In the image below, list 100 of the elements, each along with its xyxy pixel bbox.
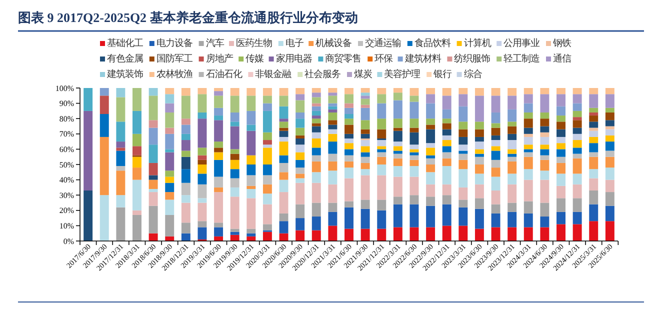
bar [508,174,517,184]
bar [491,176,500,191]
bar [100,195,109,241]
bar [589,204,598,222]
bar [328,124,338,130]
bar [491,168,500,177]
bar [360,98,370,105]
bar [458,187,468,200]
bar [508,140,517,150]
bar [556,224,566,241]
legend-label: 石油石化 [206,69,242,80]
bar [393,176,402,197]
bar [165,176,174,183]
bar [605,126,614,130]
bar [572,140,582,148]
bar [312,155,321,162]
bar [393,142,402,146]
bar [458,88,468,94]
bar [214,120,224,142]
bar [148,175,158,180]
bar [605,221,614,241]
bar [458,169,468,188]
legend-label: 社会服务 [304,69,341,80]
bar [377,146,386,150]
bar [524,227,533,241]
bar [556,149,566,157]
bar [524,149,533,152]
bar [148,128,158,145]
bar [540,227,550,241]
bar [181,169,190,183]
bar [589,108,598,112]
bar [230,154,240,160]
bar [589,190,598,204]
bar [181,118,190,125]
bar [605,180,614,192]
bar [458,154,468,160]
bar [214,222,224,228]
bar [116,150,126,166]
bar [198,94,207,112]
bar [442,204,452,226]
bar [214,96,224,108]
bar [296,178,305,183]
bar [572,128,582,134]
bar [360,175,370,200]
bar [262,144,272,148]
bar [246,175,256,186]
bar [230,96,240,112]
legend-label: 国防军工 [156,54,192,64]
bar [540,202,550,217]
bar [312,161,321,172]
bar [84,110,93,191]
bar [279,96,288,106]
bar [508,149,517,154]
bar [312,172,321,183]
bar [508,122,517,126]
bar [589,122,598,128]
bar [312,103,321,106]
bar [181,134,190,140]
bar [165,200,174,215]
y-tick-label: 20% [59,206,74,216]
bar [410,88,419,96]
bar [198,160,207,164]
bar [296,174,305,178]
bar [540,155,550,160]
bar [589,88,598,94]
bar [589,128,598,131]
bar [556,129,566,137]
bar [491,135,500,140]
bar [426,103,436,119]
legend-label: 建筑装饰 [106,69,143,80]
bar [458,122,468,130]
bar [84,190,93,241]
bar [344,168,354,178]
bar [132,134,142,146]
bar [84,88,93,111]
bar [360,134,370,138]
bar [344,118,354,125]
bar [344,108,354,114]
bar [442,118,452,124]
bar [198,221,207,228]
bar [426,158,436,164]
bar [508,161,517,174]
bar [377,156,386,164]
bar [540,88,550,94]
bar [116,97,126,122]
bar [410,96,419,102]
bar [572,154,582,158]
bar [524,94,533,104]
bar [312,138,321,148]
legend-label: 钢铁 [552,38,571,49]
bar [360,162,370,170]
bar [572,148,582,154]
bar [312,118,321,124]
bar [377,149,386,152]
bar [605,129,614,136]
bar [410,118,419,128]
bar [230,149,240,154]
bar [377,228,386,241]
bar [474,96,484,122]
bar [524,180,533,202]
